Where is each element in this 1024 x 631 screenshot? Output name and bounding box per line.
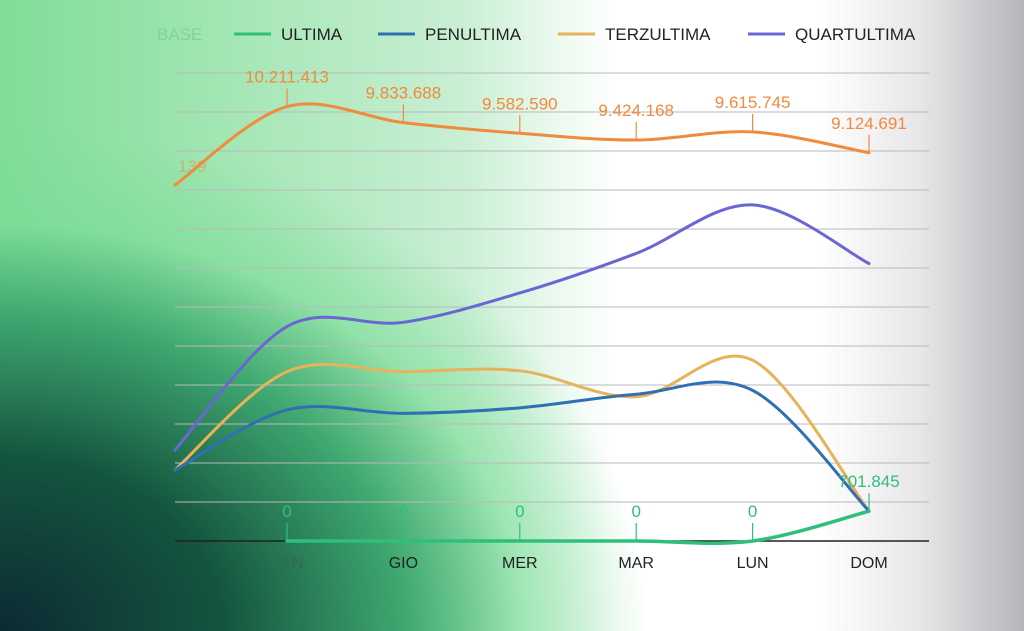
series-line-penultima [173, 380, 871, 513]
x-tick-label: MER [502, 555, 538, 572]
data-labels: 10.211.413 9.833.688 9.582.590 9.424.168 9.6… [178, 68, 907, 521]
data-label-partial: 139 [178, 157, 206, 176]
data-label: 10.211.413 [245, 68, 329, 87]
legend-label: ULTIMA [281, 25, 343, 44]
x-tick-label: GIO [389, 555, 418, 572]
data-label: 9.424.168 [598, 101, 674, 120]
legend-label: BASE [157, 25, 202, 44]
data-label: 0 [631, 502, 640, 521]
series-line-base [173, 102, 871, 187]
legend-item-penultima[interactable]: PENULTIMA [378, 25, 522, 44]
legend-item-base[interactable]: BASE [157, 25, 202, 44]
gridlines [175, 72, 929, 542]
data-label: 0 [515, 502, 524, 521]
x-axis-tick-labels: VEN GIO MER MAR LUN DOM [271, 555, 888, 572]
data-label: 9.124.691 [831, 114, 907, 133]
data-label: 9.582.590 [482, 94, 558, 113]
data-label: 9.615.745 [715, 93, 791, 112]
series-line-quartultima [173, 203, 871, 452]
series-line-terzultima [173, 354, 871, 513]
data-label: 9.833.688 [366, 84, 442, 103]
data-label: 701.845 [838, 472, 899, 491]
x-tick-label: LUN [737, 555, 769, 572]
legend-item-terzultima[interactable]: TERZULTIMA [558, 25, 711, 44]
x-tick-label: VEN [271, 555, 304, 572]
series-lines [173, 102, 871, 545]
data-label: 0 [282, 502, 291, 521]
series-line-ultima [285, 509, 871, 545]
data-label: 0 [748, 502, 757, 521]
legend-label: QUARTULTIMA [795, 25, 916, 44]
legend-label: PENULTIMA [425, 25, 522, 44]
legend-label: TERZULTIMA [605, 25, 711, 44]
data-label: 0 [399, 502, 408, 521]
legend-item-ultima[interactable]: ULTIMA [234, 25, 343, 44]
legend: BASE ULTIMA PENULTIMA TERZULTIMA QUARTULTIMA [157, 25, 916, 44]
x-tick-label: DOM [850, 555, 887, 572]
x-tick-label: MAR [618, 555, 654, 572]
legend-item-quartultima[interactable]: QUARTULTIMA [748, 25, 916, 44]
data-label-markers [286, 88, 870, 541]
